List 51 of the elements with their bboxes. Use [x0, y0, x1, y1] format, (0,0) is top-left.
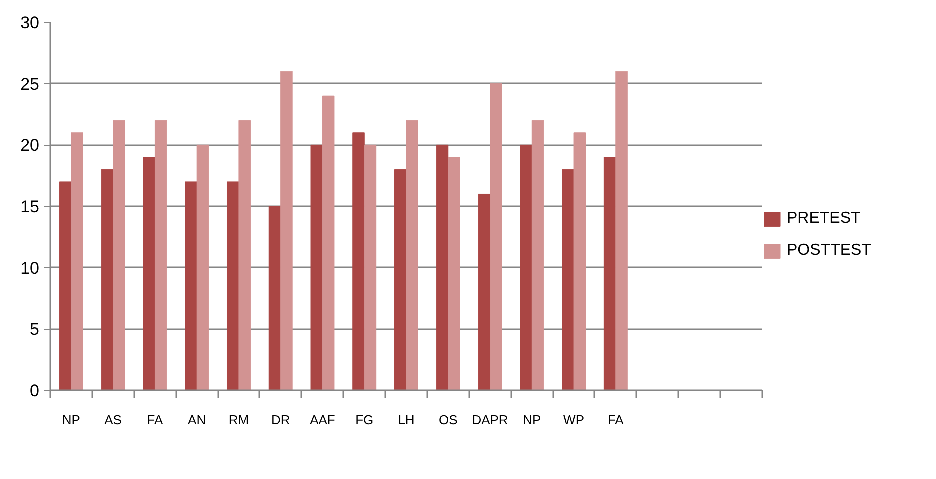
- bar: [604, 157, 616, 390]
- bar: [226, 182, 240, 390]
- y-tick-label: 25: [20, 74, 40, 94]
- y-tick-label: 30: [20, 14, 40, 32]
- x-tick-label: RM: [228, 412, 250, 428]
- x-tick-label: LH: [398, 412, 415, 428]
- y-tick-label: 20: [20, 136, 40, 156]
- bar: [574, 132, 586, 390]
- bar: [143, 157, 156, 390]
- bar: [616, 71, 628, 390]
- y-tick-label: 5: [30, 320, 40, 340]
- bar: [490, 84, 502, 390]
- x-tick-label: NP: [523, 412, 542, 428]
- bar: [532, 120, 544, 390]
- bar: [436, 144, 449, 390]
- x-tick-label: FA: [608, 412, 624, 428]
- bar: [364, 144, 377, 390]
- bar: [394, 169, 407, 390]
- bar: [185, 182, 198, 390]
- bar: [196, 144, 210, 390]
- y-tick-label: 0: [30, 382, 40, 400]
- bar: [322, 96, 335, 390]
- x-tick-label: AN: [188, 412, 206, 428]
- x-tick-label: FG: [356, 412, 374, 428]
- bar: [280, 71, 293, 390]
- bar: [352, 132, 365, 390]
- legend-label: PRETEST: [787, 210, 861, 228]
- bar: [406, 120, 418, 390]
- x-tick-label: AAF: [310, 412, 336, 428]
- bar: [478, 194, 491, 390]
- bar: [310, 144, 323, 390]
- bar: [71, 132, 84, 390]
- x-tick-label: OS: [438, 412, 458, 428]
- bar: [154, 120, 168, 390]
- bar: [562, 169, 574, 390]
- bar: [59, 182, 72, 390]
- legend-label: POSTTEST: [787, 242, 872, 260]
- x-tick-label: AS: [104, 412, 122, 428]
- bar: [238, 120, 251, 390]
- bar: [113, 120, 126, 390]
- bar: [101, 169, 114, 390]
- bar: [268, 206, 282, 390]
- y-tick-label: 10: [20, 258, 40, 278]
- bar: [520, 144, 532, 390]
- x-tick-label: WP: [564, 412, 585, 428]
- y-tick-label: 15: [20, 198, 40, 216]
- x-tick-label: DAPR: [472, 412, 508, 428]
- bar: [448, 157, 460, 390]
- x-tick-label: NP: [62, 412, 80, 428]
- x-tick-label: FA: [147, 412, 164, 428]
- x-tick-label: DR: [271, 412, 290, 428]
